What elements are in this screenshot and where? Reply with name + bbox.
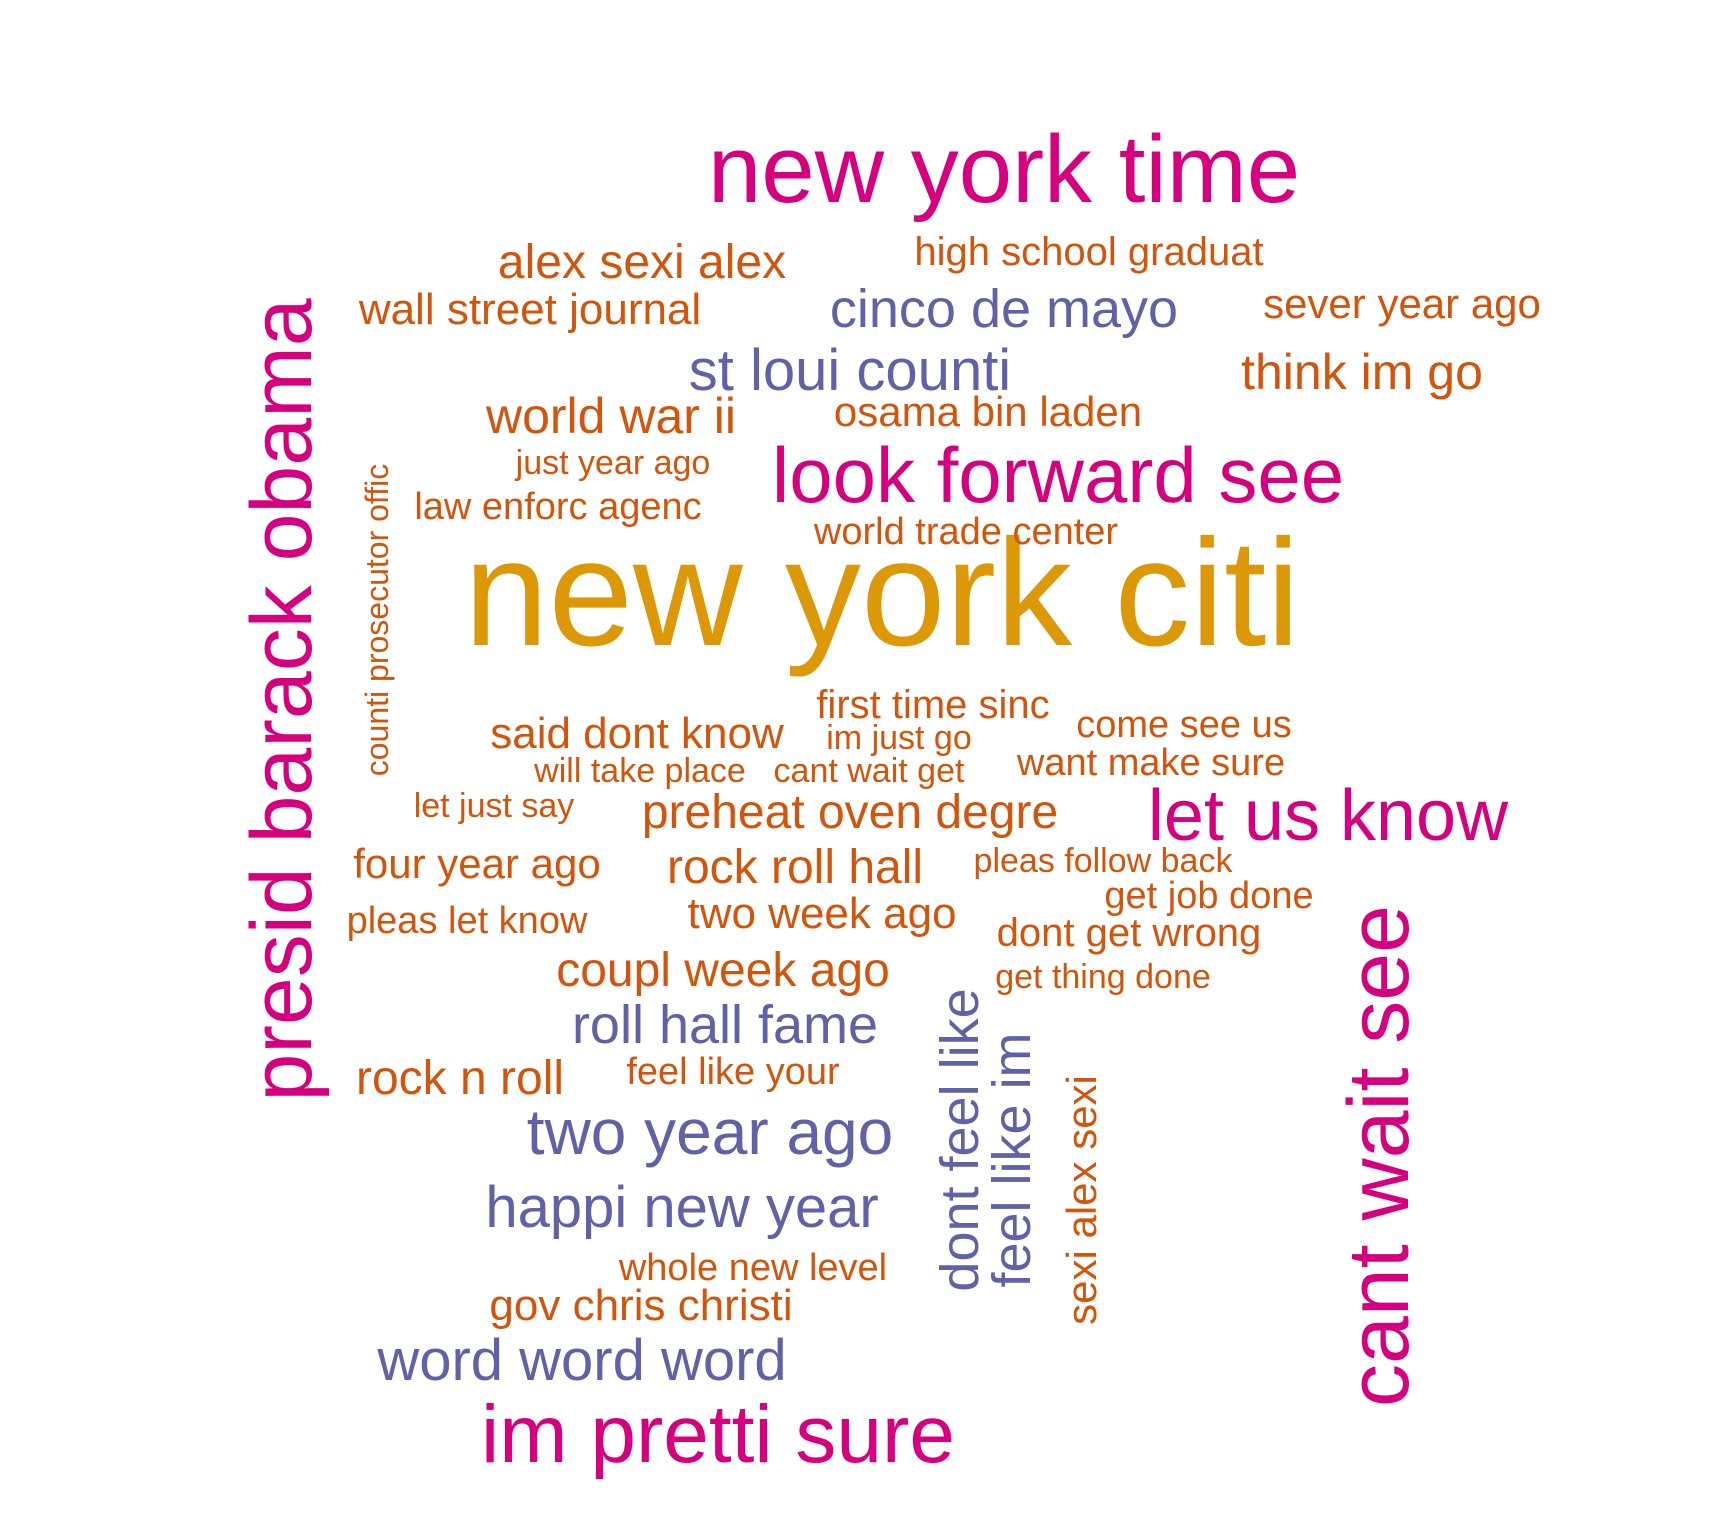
word: presid barack obama <box>234 298 330 1101</box>
word: look forward see <box>772 431 1344 519</box>
word: new york time <box>708 116 1300 223</box>
word: two year ago <box>527 1096 893 1168</box>
word: first time sinc <box>816 683 1049 727</box>
word: four year ago <box>353 840 601 887</box>
word: gov chris christi <box>489 1281 792 1330</box>
word: cinco de mayo <box>830 279 1178 339</box>
word: new york citi <box>464 508 1300 678</box>
word: roll hall fame <box>572 995 878 1055</box>
word: world trade center <box>813 511 1118 553</box>
word: feel like your <box>626 1051 840 1093</box>
word: rock roll hall <box>667 841 923 894</box>
word: high school graduat <box>914 230 1263 274</box>
word: happi new year <box>485 1175 878 1240</box>
word: pleas follow back <box>974 842 1234 880</box>
word: let us know <box>1148 776 1509 856</box>
word: pleas let know <box>347 900 588 942</box>
word: said dont know <box>490 709 784 758</box>
word: get thing done <box>995 958 1211 996</box>
word: coupl week ago <box>556 944 890 997</box>
word: law enforc agenc <box>414 486 701 528</box>
word: just year ago <box>515 444 711 482</box>
word: let just say <box>414 787 575 825</box>
word: im just go <box>826 719 972 757</box>
word: alex sexi alex <box>498 236 786 289</box>
word: whole new level <box>618 1247 887 1289</box>
word: rock n roll <box>356 1052 564 1105</box>
word: wall street journal <box>358 285 701 334</box>
word: sexi alex sexi <box>1058 1075 1105 1325</box>
word: im pretti sure <box>481 1389 955 1480</box>
word: word word word <box>376 1328 786 1393</box>
word: want make sure <box>1016 742 1285 784</box>
word: will take place <box>533 752 746 790</box>
word: preheat oven degre <box>642 786 1058 839</box>
word: cant wait get <box>774 752 965 790</box>
word: get job done <box>1104 875 1313 917</box>
word: come see us <box>1076 704 1291 746</box>
word: sever year ago <box>1263 280 1541 327</box>
word: counti prosecutor offic <box>359 464 395 776</box>
word: st loui counti <box>689 338 1011 403</box>
word: osama bin laden <box>834 388 1142 435</box>
word: world war ii <box>485 388 736 444</box>
word: think im go <box>1241 344 1483 400</box>
word: dont get wrong <box>997 911 1262 955</box>
word: feel like im <box>982 1032 1042 1287</box>
word: dont feel like <box>930 988 990 1291</box>
word: two week ago <box>687 889 956 938</box>
word: cant wait see <box>1331 905 1427 1407</box>
